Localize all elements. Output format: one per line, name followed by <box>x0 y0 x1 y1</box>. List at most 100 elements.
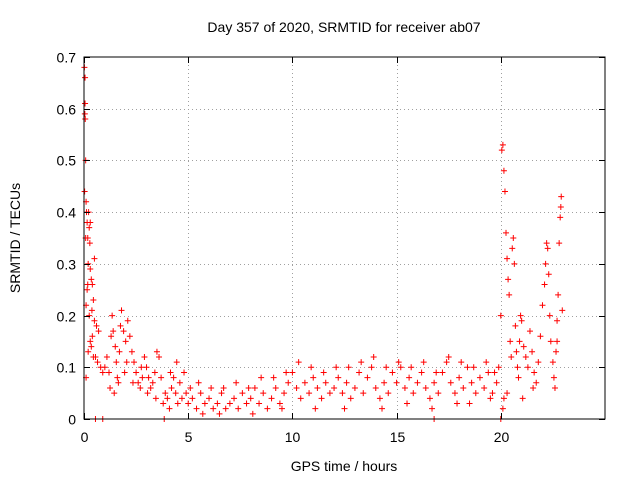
data-point <box>389 369 396 376</box>
data-point <box>87 219 94 226</box>
data-point <box>239 390 246 397</box>
data-point <box>183 390 190 397</box>
data-point <box>445 353 452 360</box>
data-point <box>504 390 511 397</box>
data-point <box>491 369 498 376</box>
x-tick-label: 20 <box>494 429 510 445</box>
data-point <box>170 374 177 381</box>
data-point <box>174 400 181 407</box>
data-point <box>541 281 548 288</box>
data-point <box>222 405 229 412</box>
data-point <box>483 359 490 366</box>
data-point <box>111 390 118 397</box>
data-point <box>537 333 544 340</box>
gridlines <box>84 57 605 419</box>
data-point <box>524 364 531 371</box>
data-point <box>218 390 225 397</box>
data-point <box>320 369 327 376</box>
data-point <box>487 395 494 402</box>
data-point <box>197 390 204 397</box>
data-point <box>351 384 358 391</box>
data-point <box>308 364 315 371</box>
data-point <box>301 379 308 386</box>
data-point <box>554 338 561 345</box>
axis-ticks: 0 5 10 15 20 0 0.1 0.2 0.3 0.4 0.5 0.6 0.7 <box>57 50 605 445</box>
data-point <box>86 240 93 247</box>
data-point <box>91 317 98 324</box>
data-point <box>272 384 279 391</box>
data-point <box>167 369 174 376</box>
data-point <box>531 369 538 376</box>
data-point <box>326 390 333 397</box>
data-point <box>549 359 556 366</box>
data-point <box>189 395 196 402</box>
data-point <box>522 353 529 360</box>
data-point <box>343 379 350 386</box>
y-tick-label: 0.6 <box>57 102 77 118</box>
data-point <box>295 359 302 366</box>
data-point <box>226 400 233 407</box>
data-point <box>518 317 525 324</box>
data-point <box>231 395 238 402</box>
data-point <box>251 384 258 391</box>
data-point <box>131 359 138 366</box>
data-point <box>505 276 512 283</box>
data-point <box>364 374 371 381</box>
data-point <box>81 110 88 117</box>
data-point <box>86 224 93 231</box>
data-point <box>557 203 564 210</box>
data-point <box>551 384 558 391</box>
data-point <box>429 405 436 412</box>
data-point <box>498 147 505 154</box>
data-point <box>493 379 500 386</box>
data-point <box>439 369 446 376</box>
data-point <box>408 364 415 371</box>
data-point <box>529 348 536 355</box>
data-point <box>553 348 560 355</box>
data-point <box>314 384 321 391</box>
data-point <box>539 302 546 309</box>
data-point <box>372 384 379 391</box>
data-point <box>82 116 89 123</box>
data-point <box>214 400 221 407</box>
data-point <box>278 405 285 412</box>
data-point <box>143 364 150 371</box>
data-point <box>383 364 390 371</box>
data-point <box>312 405 319 412</box>
data-point <box>447 379 454 386</box>
data-point <box>220 384 227 391</box>
data-point <box>547 338 554 345</box>
data-point <box>418 369 425 376</box>
data-point <box>516 338 523 345</box>
data-point <box>283 369 290 376</box>
data-point <box>206 395 213 402</box>
data-point <box>550 374 557 381</box>
data-point <box>87 338 94 345</box>
data-point <box>341 405 348 412</box>
data-point <box>456 374 463 381</box>
data-point <box>135 379 142 386</box>
data-point <box>557 214 564 221</box>
data-point <box>420 359 427 366</box>
data-point <box>88 276 95 283</box>
data-point <box>164 395 171 402</box>
y-tick-label: 0 <box>68 412 76 428</box>
data-point <box>512 322 519 329</box>
data-point <box>82 74 89 81</box>
plot-frame <box>83 56 606 420</box>
data-point <box>397 364 404 371</box>
data-point <box>368 364 375 371</box>
data-point <box>510 235 517 241</box>
data-point <box>499 141 506 148</box>
data-point <box>88 343 95 350</box>
data-point <box>281 390 288 397</box>
data-point <box>333 364 340 371</box>
data-point <box>118 307 125 314</box>
data-point <box>243 400 250 407</box>
data-point <box>526 328 533 335</box>
data-point <box>433 369 440 376</box>
data-point <box>149 379 156 386</box>
data-point <box>556 240 563 247</box>
data-point <box>260 390 267 397</box>
data-point <box>310 374 317 381</box>
